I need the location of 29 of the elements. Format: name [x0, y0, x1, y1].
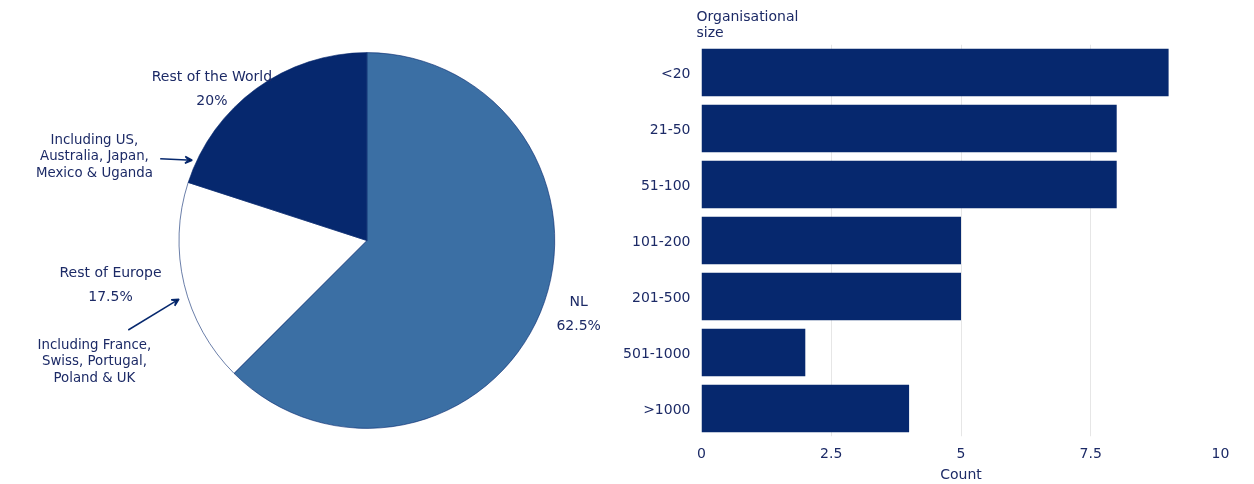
y-tick-label: <20 [660, 64, 691, 81]
data-label: 17.5% [88, 288, 133, 305]
x-tick-label: 7.5 [1079, 444, 1102, 461]
y-tick-label: >1000 [643, 400, 691, 417]
x-axis-title: Count [940, 465, 983, 482]
slice-label: NL [569, 292, 588, 309]
slice-label: Rest of the World [151, 68, 273, 85]
y-tick-label: 21-50 [649, 120, 691, 137]
bar [701, 216, 961, 265]
y-tick-label: 51-100 [640, 176, 691, 193]
x-tick-label: 5 [956, 444, 966, 461]
y-tick-label: 501-1000 [623, 344, 691, 361]
bar [701, 160, 1117, 209]
data-label: 20% [196, 92, 228, 109]
bar [701, 48, 1169, 97]
slice-label: Rest of Europe [59, 264, 162, 281]
data-label: 62.5% [556, 316, 601, 333]
x-tick-label: 10 [1211, 444, 1230, 461]
bar [701, 384, 910, 433]
y-axis-title: Organisational size [696, 7, 799, 40]
bar [701, 272, 961, 321]
x-tick-label: 0 [697, 444, 706, 461]
text: Including US, Australia, Japan, Mexico & Uganda [36, 131, 153, 180]
x-tick-label: 2.5 [820, 444, 843, 461]
bar [701, 104, 1117, 153]
bar [701, 328, 806, 377]
y-tick-label: 201-500 [632, 288, 691, 305]
y-tick-label: 101-200 [632, 232, 691, 249]
text: Including France, Swiss, Portugal, Poland & UK [37, 336, 152, 385]
